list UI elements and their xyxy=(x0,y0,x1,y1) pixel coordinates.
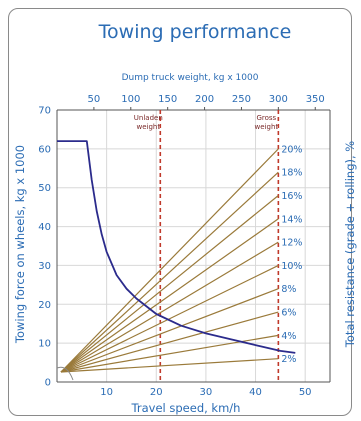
y-tick-label: 10 xyxy=(38,339,51,350)
chart-title: Towing performance xyxy=(98,21,292,43)
resistance-line xyxy=(60,358,279,373)
resistance-line xyxy=(60,334,279,373)
reference-label: weight xyxy=(255,123,279,131)
resistance-label: 18% xyxy=(281,168,302,179)
resistance-label: 4% xyxy=(281,331,296,342)
resistance-line xyxy=(60,195,279,373)
x-axis-label: Travel speed, km/h xyxy=(131,401,241,415)
y-tick-label: 70 xyxy=(38,106,51,117)
reference-label: weight xyxy=(136,123,160,131)
y-tick-label: 50 xyxy=(38,183,51,194)
y-tick-label: 60 xyxy=(38,144,51,155)
resistance-line xyxy=(60,311,279,373)
y-tick-label: 30 xyxy=(38,261,51,272)
y-tick-label: 20 xyxy=(38,300,51,311)
top-tick-label: 50 xyxy=(88,94,101,105)
top-tick-label: 200 xyxy=(195,94,214,105)
top-tick-label: 250 xyxy=(232,94,251,105)
reference-label: Unladen xyxy=(134,114,163,122)
x-tick-label: 30 xyxy=(200,387,213,398)
x-tick-label: 10 xyxy=(100,387,113,398)
y-axis-label: Towing force on wheels, kg x 1000 xyxy=(13,145,27,344)
resistance-label: 10% xyxy=(281,261,302,272)
chart-frame xyxy=(8,8,352,416)
resistance-label: 14% xyxy=(281,214,302,225)
resistance-label: 20% xyxy=(281,144,302,155)
reference-label: Gross xyxy=(256,114,276,122)
x-tick-label: 40 xyxy=(249,387,262,398)
resistance-label: 12% xyxy=(281,238,302,249)
resistance-line xyxy=(60,148,279,373)
x-tick-label: 50 xyxy=(299,387,312,398)
resistance-label: 16% xyxy=(281,191,302,202)
x-tick-label: 20 xyxy=(150,387,163,398)
resistance-label: 6% xyxy=(281,308,296,319)
top-tick-label: 150 xyxy=(158,94,177,105)
resistance-line xyxy=(60,288,279,373)
y-tick-label: 40 xyxy=(38,222,51,233)
top-tick-label: 100 xyxy=(121,94,140,105)
resistance-line xyxy=(60,264,279,373)
resistance-line xyxy=(60,241,279,373)
top-axis-label: Dump truck weight, kg x 1000 xyxy=(122,73,259,83)
resistance-line xyxy=(60,171,279,373)
top-tick-label: 300 xyxy=(269,94,288,105)
force-curve xyxy=(57,140,296,354)
origin-arc xyxy=(56,366,74,381)
top-tick-label: 350 xyxy=(306,94,325,105)
y-tick-label: 0 xyxy=(45,378,51,389)
resistance-line xyxy=(60,218,279,373)
resistance-label: 8% xyxy=(281,284,296,295)
resistance-label: 2% xyxy=(281,354,296,365)
right-axis-label: Total resistance (grade + rolling), % xyxy=(343,141,357,349)
